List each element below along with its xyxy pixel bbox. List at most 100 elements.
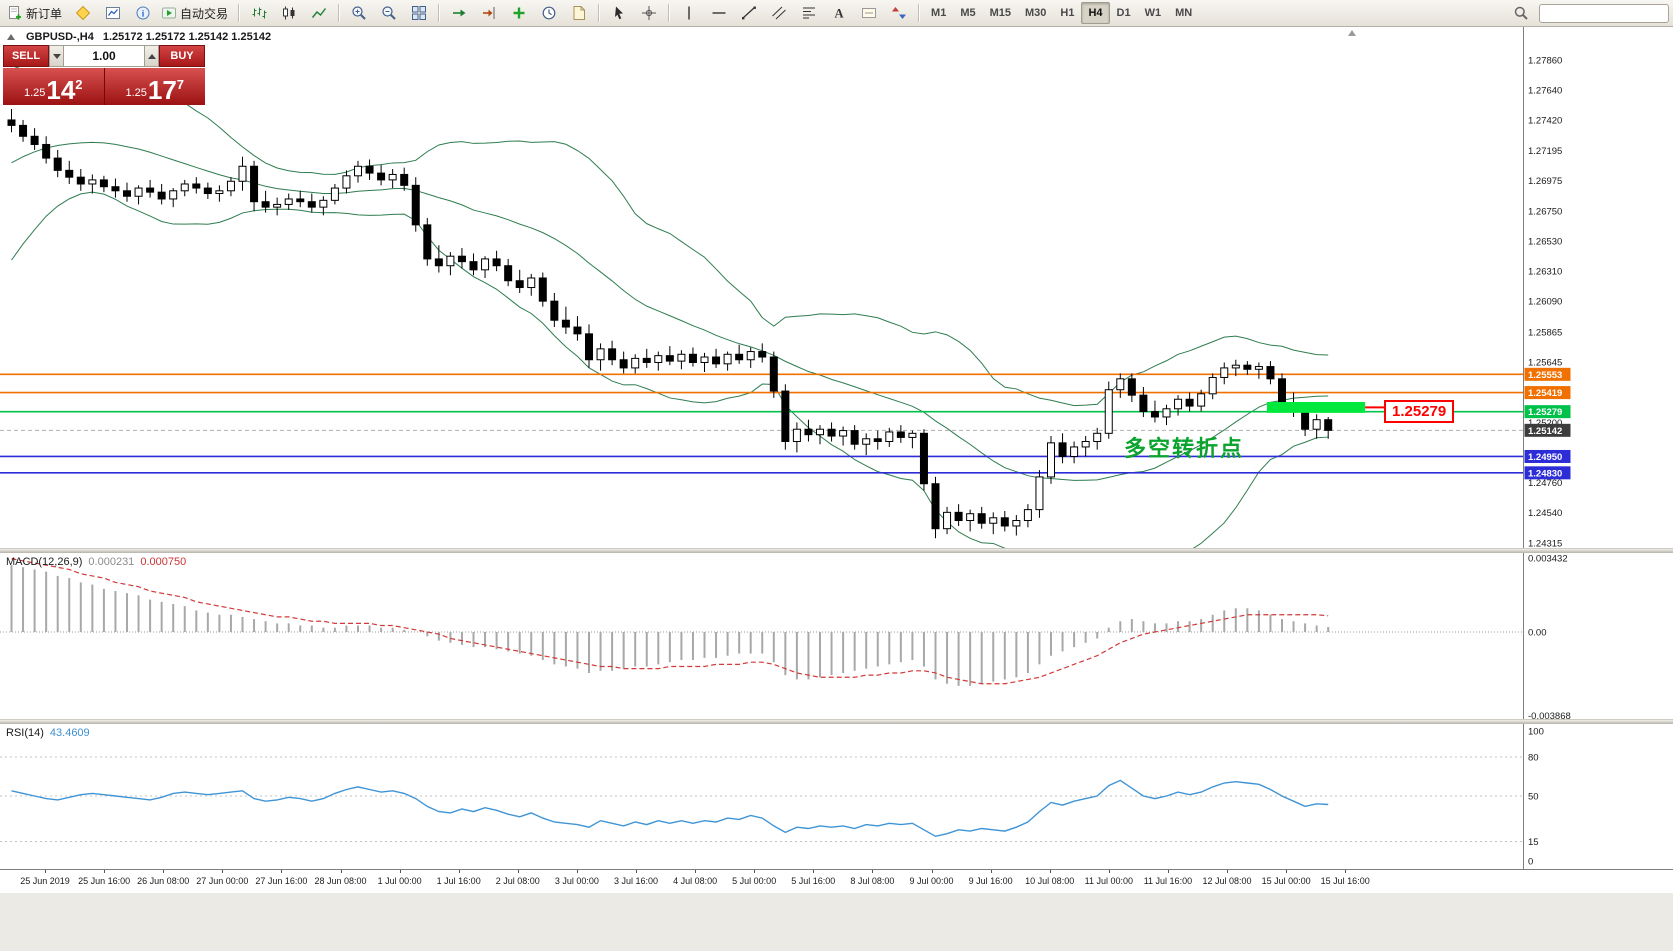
new-order-button-label: 新订单 — [26, 6, 63, 21]
time-axis-label: 11 Jul 00:00 — [1084, 876, 1133, 886]
crosshair-button[interactable] — [634, 1, 664, 25]
candlestick-chart-button[interactable] — [274, 1, 304, 25]
zoom-out-button[interactable] — [374, 1, 404, 25]
data-window-button[interactable]: i — [128, 1, 158, 25]
price-scale-label: 1.25200 — [1528, 418, 1562, 429]
buy-header-button[interactable]: BUY — [159, 45, 205, 67]
macd-rsi-splitter[interactable] — [0, 719, 1673, 724]
rsi-scale-label: 80 — [1528, 753, 1539, 764]
buy-price-button[interactable]: 1.25 17 7 — [104, 68, 205, 105]
rsi-panel-canvas[interactable]: 100 80 50 15 0 — [0, 724, 1673, 869]
one-click-collapse-icon[interactable] — [7, 34, 15, 40]
time-axis-label: 3 Jul 00:00 — [554, 876, 599, 886]
buy-price-head: 1.25 — [125, 87, 147, 99]
time-tick — [163, 870, 165, 873]
metaeditor-button[interactable] — [68, 1, 98, 25]
timeframe-m1-button[interactable]: M1 — [931, 7, 947, 19]
new-order-icon — [9, 6, 21, 20]
toolbar-separator — [918, 4, 921, 22]
symbol-timeframe-label: GBPUSD-,H4 — [26, 31, 94, 43]
macd-axis: 0.003432 0.00 -0.003868 — [1523, 553, 1673, 719]
macd-signal-value: 0.000750 — [140, 556, 187, 568]
market-watch-icon — [106, 7, 121, 19]
vertical-line-button[interactable] — [674, 1, 704, 25]
volume-down-button[interactable] — [49, 45, 64, 67]
timeframe-m30-button[interactable]: M30 — [1025, 7, 1047, 19]
svg-text:A: A — [835, 7, 844, 21]
cursor-button[interactable] — [604, 1, 634, 25]
rsi-line — [11, 779, 1329, 838]
rsi-value: 43.4609 — [49, 727, 90, 739]
time-tick — [754, 870, 756, 873]
sell-price-big: 14 — [46, 75, 76, 105]
turning-zone-rectangle[interactable] — [1266, 401, 1366, 413]
timeframe-h4-button[interactable]: H4 — [1081, 2, 1110, 24]
search-button[interactable] — [1506, 1, 1536, 25]
auto-scroll-icon — [453, 9, 466, 17]
timeframe-d1-button[interactable]: D1 — [1116, 7, 1131, 19]
zoom-in-button[interactable] — [344, 1, 374, 25]
sell-price-button[interactable]: 1.25 14 2 — [3, 68, 104, 105]
price-scale-label: 1.26750 — [1528, 207, 1562, 218]
bars-icon — [252, 7, 267, 19]
text-button[interactable]: A — [824, 1, 854, 25]
chart-shift-button[interactable] — [474, 1, 504, 25]
text-label-button[interactable] — [854, 1, 884, 25]
trendline-icon — [742, 6, 756, 20]
price-scale-label: 1.26310 — [1528, 267, 1562, 278]
new-order-button[interactable]: 新订单 — [4, 1, 68, 25]
time-tick — [1049, 870, 1051, 873]
line-chart-icon — [311, 8, 327, 18]
time-tick — [1345, 870, 1347, 873]
macd-panel-canvas[interactable]: 0.003432 0.00 -0.003868 — [0, 553, 1673, 719]
rsi-scale-label: 15 — [1528, 837, 1539, 848]
toolbar-search-input[interactable] — [1539, 3, 1669, 23]
time-tick — [931, 870, 933, 873]
market-watch-button[interactable] — [98, 1, 128, 25]
fibonacci-button[interactable] — [794, 1, 824, 25]
time-tick — [458, 870, 460, 873]
channel-button[interactable] — [764, 1, 794, 25]
bottom-area — [0, 893, 1673, 951]
vline-icon — [688, 6, 690, 20]
time-axis-label: 15 Jul 16:00 — [1320, 876, 1370, 886]
arrows-icon — [892, 7, 907, 19]
indicators-icon — [513, 7, 525, 19]
arrows-button[interactable] — [884, 1, 914, 25]
price-badge-1.24950: 1.24950 — [1528, 452, 1562, 463]
main-chart-canvas[interactable]: 1.27860 1.27640 1.27420 1.27195 1.26975 1.267… — [0, 27, 1673, 548]
timeframe-mn-button[interactable]: MN — [1175, 7, 1193, 19]
zoom-out-icon — [382, 6, 396, 20]
time-axis[interactable]: 25 Jun 2019 25 Jun 16:00 26 Jun 08:00 27 Ju… — [0, 869, 1673, 893]
time-axis-label: 15 Jul 00:00 — [1261, 876, 1311, 886]
horizontal-line-button[interactable] — [704, 1, 734, 25]
chart-shift-marker[interactable] — [1348, 30, 1356, 36]
time-axis-label: 10 Jul 08:00 — [1025, 876, 1075, 886]
auto-scroll-button[interactable] — [444, 1, 474, 25]
time-axis-label: 28 Jun 08:00 — [314, 876, 367, 886]
macd-main-value: 0.000231 — [88, 556, 135, 568]
timeframe-h1-button[interactable]: H1 — [1060, 7, 1075, 19]
toolbar-separator — [338, 4, 341, 22]
templates-button[interactable] — [564, 1, 594, 25]
volume-up-button[interactable] — [144, 45, 159, 67]
indicators-button[interactable] — [504, 1, 534, 25]
line-chart-button[interactable] — [304, 1, 334, 25]
candlestick-series — [7, 109, 1333, 539]
volume-input[interactable] — [64, 45, 144, 67]
timeframe-m5-button[interactable]: M5 — [960, 7, 976, 19]
timeframe-m15-button[interactable]: M15 — [989, 7, 1011, 19]
buy-price-sup: 7 — [176, 77, 185, 92]
timeframe-w1-button[interactable]: W1 — [1144, 7, 1162, 19]
bar-chart-button[interactable] — [244, 1, 274, 25]
periods-button[interactable] — [534, 1, 564, 25]
turning-point-annotation[interactable]: 多空转折点 — [1124, 436, 1245, 461]
chart-macd-splitter[interactable] — [0, 548, 1673, 553]
tile-windows-button[interactable] — [404, 1, 434, 25]
price-callout-label[interactable]: 1.25279 — [1384, 400, 1455, 423]
autotrading-button[interactable]: 自动交易 — [158, 1, 234, 25]
sell-header-button[interactable]: SELL — [3, 45, 49, 67]
trendline-button[interactable] — [734, 1, 764, 25]
candles-icon — [283, 6, 295, 20]
